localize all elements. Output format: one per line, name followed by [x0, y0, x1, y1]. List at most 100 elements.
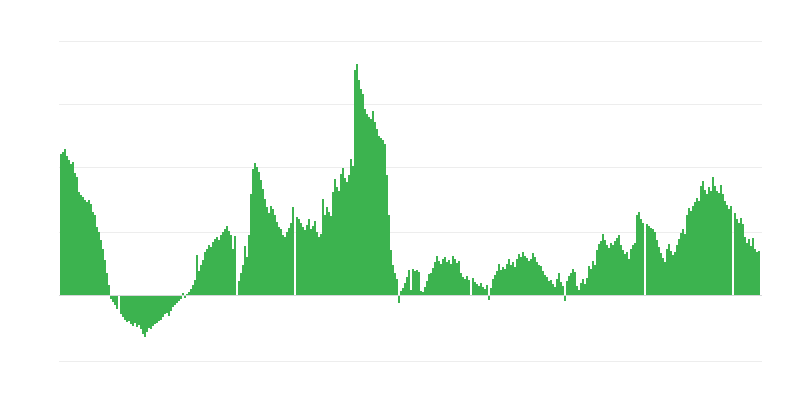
bar [604, 240, 606, 295]
bar [108, 285, 110, 295]
bar [238, 281, 240, 295]
bar [610, 243, 612, 295]
bar [542, 271, 544, 295]
bar [386, 175, 388, 295]
bar [122, 296, 124, 317]
bar [738, 223, 740, 295]
bar [202, 260, 204, 295]
gridline [59, 104, 762, 105]
bar [558, 273, 560, 295]
bar [750, 246, 752, 295]
bar [372, 111, 374, 295]
bar [138, 296, 140, 325]
bar [120, 296, 122, 314]
bar [124, 296, 126, 320]
bar [224, 229, 226, 295]
bar [666, 249, 668, 295]
bar [322, 199, 324, 295]
bar [270, 206, 272, 295]
bar [320, 234, 322, 295]
bar [186, 294, 188, 295]
bar [534, 257, 536, 295]
bar [492, 279, 494, 295]
bar [526, 258, 528, 295]
bar [426, 281, 428, 295]
bar [464, 279, 466, 295]
bar [152, 296, 154, 326]
bar [756, 252, 758, 295]
bar [506, 264, 508, 295]
bar [156, 296, 158, 323]
bar [682, 229, 684, 295]
bar [258, 172, 260, 295]
bar [528, 261, 530, 295]
bar [596, 250, 598, 295]
bar [728, 209, 730, 295]
bar [550, 280, 552, 295]
bar [328, 212, 330, 295]
bar [560, 282, 562, 295]
bar [376, 129, 378, 295]
bar [460, 273, 462, 295]
bar [332, 192, 334, 295]
bar [494, 275, 496, 295]
bar [312, 226, 314, 295]
bar [422, 292, 424, 295]
bar [216, 237, 218, 295]
bar [706, 194, 708, 295]
bar [420, 291, 422, 295]
bar [346, 182, 348, 295]
bar [614, 241, 616, 295]
bar [454, 259, 456, 295]
bar [254, 163, 256, 295]
bar [170, 296, 172, 311]
bar [180, 296, 182, 299]
bar [700, 186, 702, 295]
bar [168, 296, 170, 316]
bar [436, 256, 438, 295]
bar [462, 277, 464, 295]
bar [166, 296, 168, 313]
bar [448, 260, 450, 295]
bar [486, 285, 488, 295]
bar [316, 232, 318, 295]
bar [80, 195, 82, 295]
bar [590, 269, 592, 295]
bar [382, 140, 384, 295]
bar [196, 255, 198, 295]
bar [364, 109, 366, 295]
bar [404, 283, 406, 295]
bar [478, 286, 480, 295]
bar [278, 227, 280, 295]
bar [242, 265, 244, 295]
bar [302, 227, 304, 295]
bar [226, 226, 228, 295]
bar [414, 271, 416, 295]
bar [456, 263, 458, 295]
bar [352, 166, 354, 295]
bar [522, 252, 524, 295]
bar [546, 277, 548, 295]
bar [510, 265, 512, 295]
bar [640, 219, 642, 295]
bar [306, 225, 308, 295]
bar [132, 296, 134, 326]
bar [390, 250, 392, 295]
bar [416, 270, 418, 295]
bar [198, 271, 200, 295]
bar [398, 296, 400, 303]
bar [260, 180, 262, 295]
bar [344, 178, 346, 295]
gridline [59, 232, 762, 233]
bar [676, 245, 678, 295]
bar [746, 243, 748, 295]
bar [418, 272, 420, 295]
bar [680, 233, 682, 295]
bar [562, 286, 564, 295]
bar [284, 237, 286, 295]
bar [190, 289, 192, 295]
gridline [59, 41, 762, 42]
bar [512, 262, 514, 295]
bar [686, 215, 688, 295]
bar [88, 200, 90, 295]
